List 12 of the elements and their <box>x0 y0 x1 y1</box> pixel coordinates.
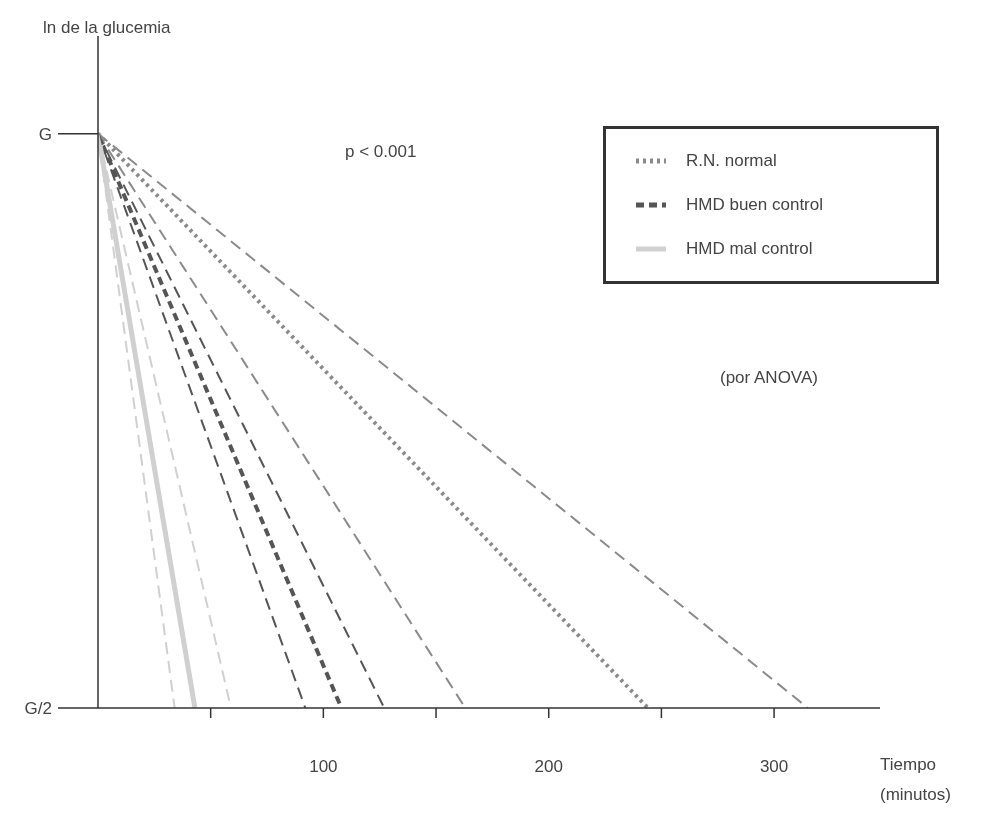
x-tick-label: 300 <box>759 757 789 777</box>
legend-label: HMD mal control <box>686 239 813 259</box>
legend-label: HMD buen control <box>686 195 824 215</box>
text: ln de la glucemia <box>43 18 171 38</box>
text: G <box>38 124 52 144</box>
text: G/2 <box>24 699 52 718</box>
x-tick-label: 100 <box>309 757 338 777</box>
x-tick-label: 200 <box>534 757 563 777</box>
annotation: (por ANOVA) <box>720 368 818 388</box>
x-axis-title: Tiempo (minutos) <box>880 754 952 806</box>
annotation: p < 0.001 <box>345 142 417 162</box>
legend-label: R.N. normal <box>686 151 777 171</box>
